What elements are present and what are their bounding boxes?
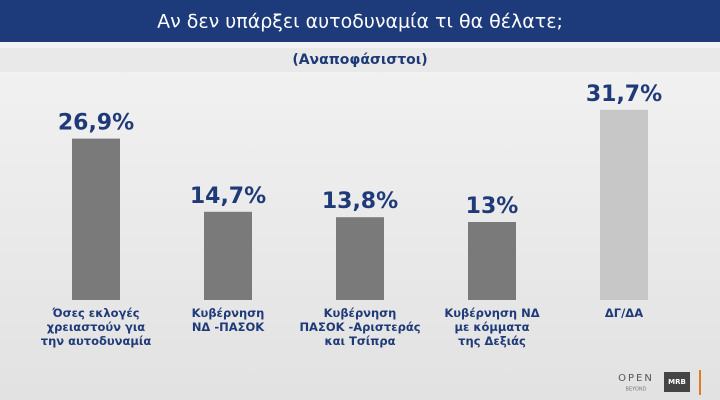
- category-label: Κυβέρνηση ΝΔ -ΠΑΣΟΚ: [192, 306, 266, 334]
- category-line: Κυβέρνηση ΝΔ: [444, 306, 539, 320]
- logo-mrb-box: [664, 372, 690, 392]
- logo-beyond: BEYOND: [626, 387, 647, 393]
- logo-mrb: MRB: [668, 378, 686, 386]
- category-line: Όσες εκλογές: [51, 306, 139, 320]
- category-line: την αυτοδυναμία: [41, 334, 152, 348]
- category-label: Κυβέρνηση ΠΑΣΟΚ -Αριστεράς και Τσίπρα: [299, 306, 420, 348]
- category-label: ΔΓ/ΔΑ: [605, 306, 643, 320]
- value-label: 13%: [466, 194, 519, 219]
- value-label: 26,9%: [58, 111, 134, 136]
- bar: [468, 222, 516, 300]
- category-line: της Δεξιάς: [458, 334, 526, 348]
- chart-subtitle: (Αναποφάσιστοι): [292, 52, 427, 68]
- title-banner: [0, 0, 720, 42]
- category-line: Κυβέρνηση: [192, 306, 265, 320]
- category-line: Κυβέρνηση: [324, 306, 397, 320]
- category-line: χρειαστούν για: [47, 320, 146, 334]
- subtitle-band: [0, 48, 720, 72]
- category-label: Όσες εκλογές χρειαστούν για την αυτοδυναμί…: [41, 306, 152, 348]
- bar: [600, 109, 648, 300]
- category-line: και Τσίπρα: [324, 334, 395, 348]
- category-line: ΔΓ/ΔΑ: [605, 306, 643, 320]
- logo-open: OPEN: [618, 373, 654, 384]
- category-label: Κυβέρνηση ΝΔ με κόμματα της Δεξιάς: [444, 306, 539, 348]
- category-line: με κόμματα: [454, 320, 529, 334]
- bar: [72, 138, 120, 300]
- value-label: 14,7%: [190, 184, 266, 209]
- value-label: 13,8%: [322, 189, 398, 214]
- value-label: 31,7%: [586, 82, 662, 107]
- bar: [336, 217, 384, 300]
- bar: [204, 211, 252, 300]
- category-line: ΝΔ -ΠΑΣΟΚ: [192, 320, 265, 334]
- chart-title: Αν δεν υπάρξει αυτοδυναμία τι θα θέλατε;: [157, 11, 563, 33]
- category-line: ΠΑΣΟΚ -Αριστεράς: [299, 320, 420, 334]
